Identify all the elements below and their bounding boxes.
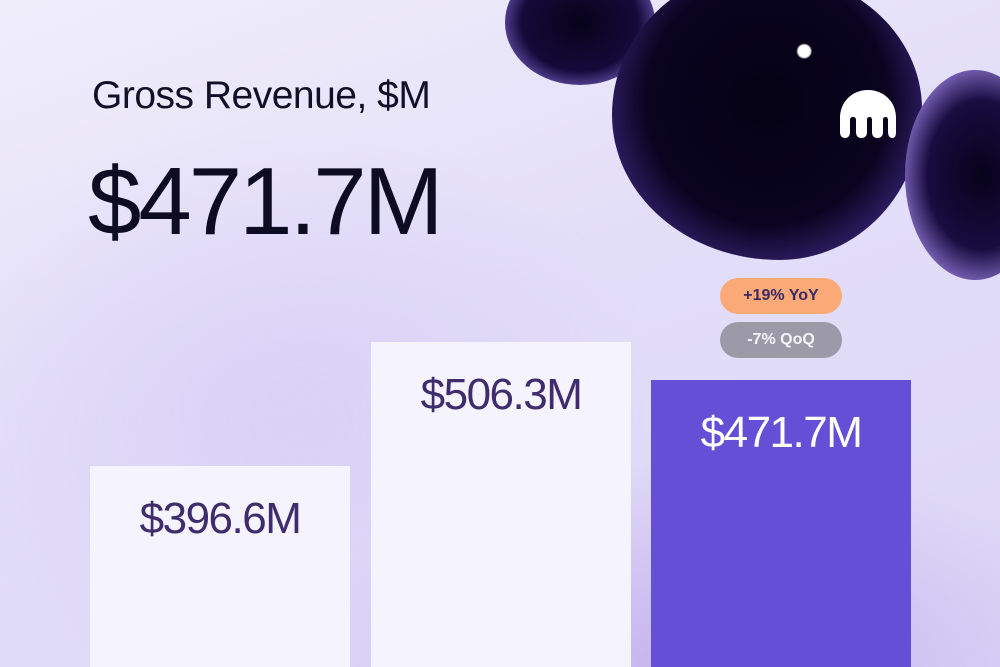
bar-label: $506.3M [420,370,583,419]
bar-label: $471.7M [700,408,863,457]
yoy-badge: +19% YoY [720,278,842,314]
bar-label: $396.6M [139,494,302,543]
kraken-logo-icon [840,90,896,138]
bar-period-1: $396.6M [90,466,350,667]
qoq-badge: -7% QoQ [720,322,842,358]
bar-period-2: $506.3M [371,342,631,667]
decorative-blob-main [612,0,922,260]
bar-period-3-highlight: $471.7M [651,380,911,667]
headline-value: $471.7M [88,148,444,255]
page-title: Gross Revenue, $M [92,74,431,117]
